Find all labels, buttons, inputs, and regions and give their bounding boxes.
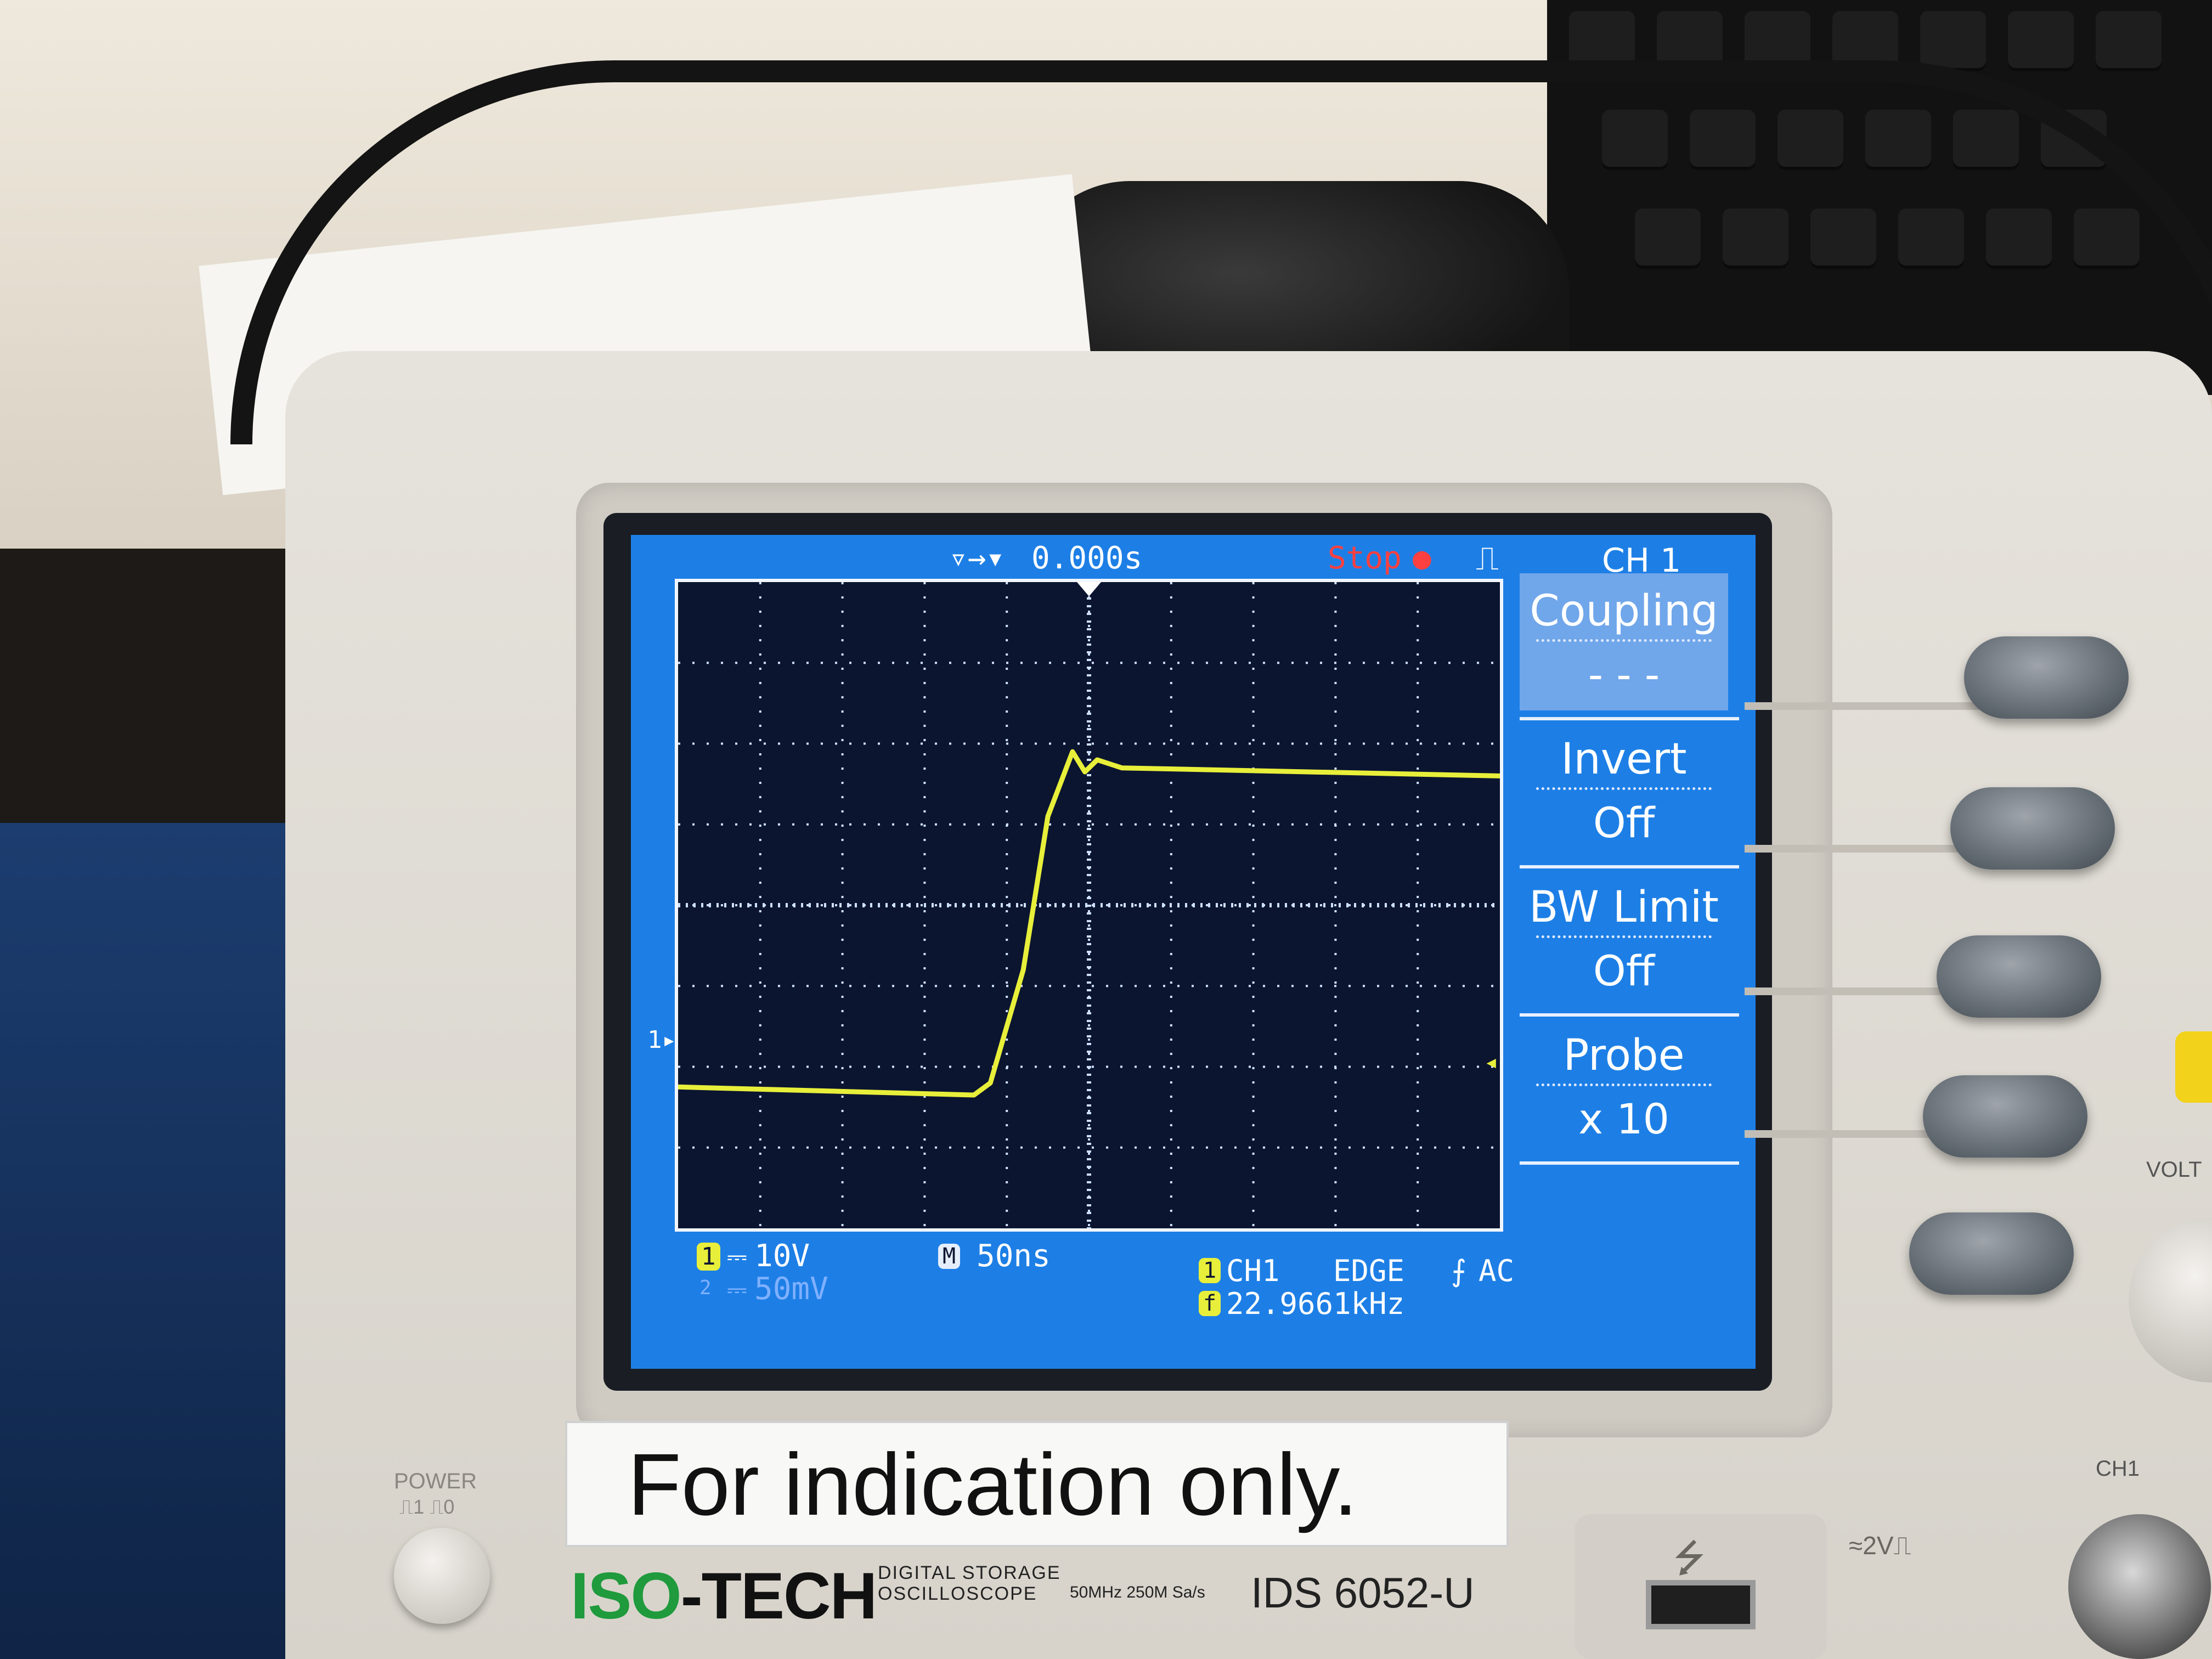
power-label: POWER xyxy=(394,1469,477,1493)
softkey-4-button[interactable] xyxy=(1923,1075,2087,1158)
lcd-screen: ▿→▾ 0.000s Stop ● ⎍ CH 1 1▸ ◂ Coupling -… xyxy=(631,535,1756,1369)
menu-item-probe[interactable]: Probe x 10 xyxy=(1520,1018,1728,1155)
sticker-text: For indication only. xyxy=(628,1435,1358,1533)
softkey-2-button[interactable] xyxy=(1950,787,2115,870)
menu-item-value: Off xyxy=(1593,798,1655,847)
brand-desc-line2: OSCILLOSCOPE xyxy=(878,1583,1037,1604)
brand-desc-line1: DIGITAL STORAGE xyxy=(878,1562,1061,1583)
keyboard-key xyxy=(1920,11,1986,71)
timebase-value: 50ns xyxy=(977,1238,1051,1274)
trigger-level-marker: ◂ xyxy=(1484,1048,1499,1076)
menu-item-label: Coupling xyxy=(1530,586,1718,636)
menu-separator xyxy=(1536,639,1712,642)
brand-description: DIGITAL STORAGE OSCILLOSCOPE xyxy=(878,1562,1061,1604)
frequency-badge: f xyxy=(1199,1291,1221,1316)
usb-icon: ⭍ xyxy=(1673,1536,1706,1581)
timebase-badge: M xyxy=(938,1244,961,1269)
softkey-rail xyxy=(1745,845,2008,853)
menu-separator xyxy=(1536,1084,1712,1086)
stop-icon: ● xyxy=(1413,540,1431,576)
graticule-svg xyxy=(678,582,1500,1228)
trigger-time: 0.000s xyxy=(1031,540,1143,576)
brand-specs: 50MHz 250M Sa/s xyxy=(1070,1583,1205,1601)
run-state: Stop xyxy=(1328,540,1402,576)
rising-edge-icon: ⎍ xyxy=(1476,539,1499,578)
menu-item-invert[interactable]: Invert Off xyxy=(1520,721,1728,859)
trigger-type: EDGE xyxy=(1333,1254,1405,1288)
trigger-coupling: AC xyxy=(1479,1254,1515,1288)
brand-bar: ISO-TECH DIGITAL STORAGE OSCILLOSCOPE 50… xyxy=(560,1547,1514,1659)
power-button[interactable] xyxy=(394,1528,490,1624)
menu-separator xyxy=(1536,935,1712,938)
trigger-position-icon: ▿→▾ xyxy=(949,540,1005,576)
ch2-volts-div: 50mV xyxy=(754,1271,828,1307)
brand-logo-iso: ISO xyxy=(571,1559,682,1633)
menu-divider xyxy=(1520,717,1739,720)
menu-item-label: Invert xyxy=(1561,735,1687,784)
dc-coupling-icon: ⎓ xyxy=(727,1242,747,1271)
power-state-label: ⎍1 ⎍0 xyxy=(399,1496,455,1518)
ch1-waveform xyxy=(678,749,1500,1098)
softkey-1-button[interactable] xyxy=(1964,636,2129,719)
ch1-volts-div: 10V xyxy=(754,1238,810,1274)
brand-logo: ISO-TECH xyxy=(571,1558,878,1634)
ch1-input-label: CH1 xyxy=(2096,1457,2140,1481)
menu-divider xyxy=(1520,865,1739,868)
menu-separator xyxy=(1536,787,1712,790)
indication-sticker: For indication only. xyxy=(565,1421,1509,1547)
ch1-ground-marker: 1▸ xyxy=(647,1026,676,1054)
ch1-badge: 1 xyxy=(697,1243,720,1271)
menu-item-label: BW Limit xyxy=(1528,883,1719,932)
model-number: IDS 6052-U xyxy=(1251,1568,1475,1617)
ch1-menu-button[interactable] xyxy=(2175,1031,2212,1103)
menu-item-bw-limit[interactable]: BW Limit Off xyxy=(1520,870,1728,1007)
frequency-readout: 22.9661kHz xyxy=(1226,1286,1405,1321)
calibration-output-label: ≈2V⎍ xyxy=(1849,1531,1911,1560)
softkey-rail xyxy=(1745,702,2008,710)
usb-port[interactable] xyxy=(1646,1580,1756,1629)
brand-logo-tech: -TECH xyxy=(680,1559,878,1633)
menu-item-value: x 10 xyxy=(1578,1094,1669,1143)
menu-item-value: Off xyxy=(1593,946,1655,995)
ch2-badge: 2 xyxy=(699,1277,712,1299)
volts-div-label: VOLT xyxy=(2146,1158,2202,1182)
ch1-bnc-connector[interactable] xyxy=(2068,1514,2211,1659)
menu-item-coupling[interactable]: Coupling - - - xyxy=(1520,573,1728,710)
trigger-source-badge: 1 xyxy=(1199,1258,1221,1283)
usb-panel: ⭍ xyxy=(1575,1514,1827,1659)
menu-divider xyxy=(1520,1013,1739,1017)
dc-coupling-icon: ⎓ xyxy=(727,1274,747,1304)
menu-divider xyxy=(1520,1161,1739,1165)
trigger-source: CH1 xyxy=(1226,1254,1280,1288)
keyboard-key xyxy=(2096,11,2162,71)
menu-item-value: - - - xyxy=(1588,650,1660,699)
rising-slope-icon: ⨍ xyxy=(1451,1254,1467,1288)
top-status-bar: ▿→▾ 0.000s Stop ● ⎍ CH 1 xyxy=(675,535,1717,580)
blue-box xyxy=(0,823,307,1659)
trigger-position-marker xyxy=(1077,582,1101,596)
softkey-3-button[interactable] xyxy=(1937,935,2101,1018)
softkey-5-button[interactable] xyxy=(1909,1212,2074,1295)
graticule xyxy=(675,579,1503,1232)
menu-item-label: Probe xyxy=(1563,1031,1685,1080)
channel-menu: Coupling - - - Invert Off BW Limit Off P… xyxy=(1520,573,1739,1210)
keyboard-key xyxy=(2008,11,2074,71)
